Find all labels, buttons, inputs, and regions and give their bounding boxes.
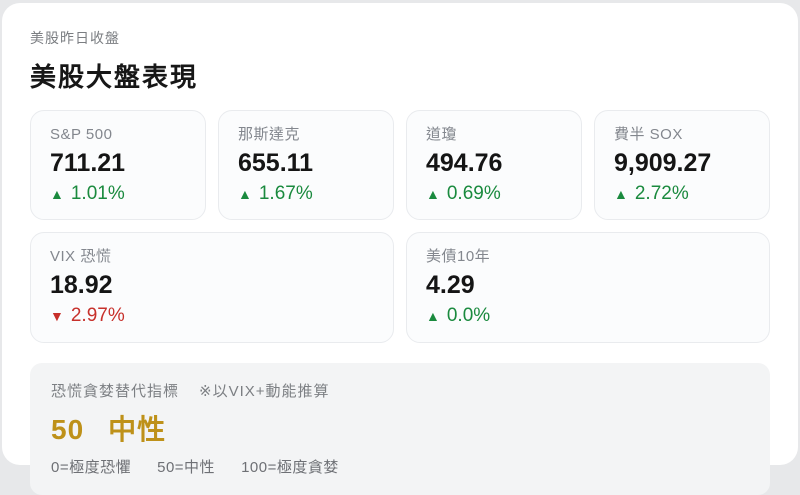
- change-percent: 0.69%: [447, 182, 501, 207]
- page-title: 美股大盤表現: [30, 57, 770, 94]
- up-arrow-icon: ▲: [50, 185, 64, 203]
- metric-label: S&P 500: [50, 125, 186, 145]
- metric-label: 道瓊: [426, 125, 562, 145]
- metric-value: 9,909.27: [614, 148, 750, 179]
- metrics-grid: S&P 500 711.21 ▲ 1.01% 那斯達克 655.11 ▲ 1.6…: [30, 110, 770, 495]
- fear-greed-score-row: 50 中性: [51, 408, 749, 448]
- metric-card-us10y: 美債10年 4.29 ▲ 0.0%: [406, 232, 770, 342]
- metric-change: ▼ 2.97%: [50, 304, 374, 329]
- metric-label: 費半 SOX: [614, 125, 750, 145]
- up-arrow-icon: ▲: [426, 307, 440, 325]
- fear-greed-label: 恐慌貪婪替代指標: [51, 380, 179, 401]
- up-arrow-icon: ▲: [614, 185, 628, 203]
- fear-greed-legend: 0=極度恐懼 50=中性 100=極度貪婪: [51, 456, 749, 477]
- fear-greed-note: ※以VIX+動能推算: [199, 380, 330, 401]
- legend-extreme-fear: 0=極度恐懼: [51, 456, 131, 477]
- fear-greed-score: 50: [51, 414, 84, 446]
- metric-label: VIX 恐慌: [50, 247, 374, 267]
- metric-change: ▲ 0.0%: [426, 304, 750, 329]
- section-eyebrow: 美股昨日收盤: [30, 28, 770, 48]
- metric-value: 655.11: [238, 148, 374, 179]
- change-percent: 2.72%: [635, 182, 689, 207]
- metric-change: ▲ 2.72%: [614, 182, 750, 207]
- metric-card-dow: 道瓊 494.76 ▲ 0.69%: [406, 110, 582, 220]
- metric-card-vix: VIX 恐慌 18.92 ▼ 2.97%: [30, 232, 394, 342]
- metric-value: 711.21: [50, 148, 186, 179]
- fear-greed-status: 中性: [108, 408, 166, 448]
- metric-change: ▲ 1.67%: [238, 182, 374, 207]
- fear-greed-panel: 恐慌貪婪替代指標 ※以VIX+動能推算 50 中性 0=極度恐懼 50=中性 1…: [30, 363, 770, 495]
- fear-greed-header: 恐慌貪婪替代指標 ※以VIX+動能推算: [51, 380, 749, 401]
- change-percent: 0.0%: [447, 304, 490, 329]
- market-overview-panel: 美股昨日收盤 美股大盤表現 S&P 500 711.21 ▲ 1.01% 那斯達…: [2, 3, 798, 465]
- change-percent: 1.01%: [71, 182, 125, 207]
- metric-value: 4.29: [426, 270, 750, 301]
- metric-value: 494.76: [426, 148, 562, 179]
- metric-card-sp500: S&P 500 711.21 ▲ 1.01%: [30, 110, 206, 220]
- down-arrow-icon: ▼: [50, 307, 64, 325]
- up-arrow-icon: ▲: [426, 185, 440, 203]
- legend-neutral: 50=中性: [157, 456, 215, 477]
- up-arrow-icon: ▲: [238, 185, 252, 203]
- metric-card-nasdaq: 那斯達克 655.11 ▲ 1.67%: [218, 110, 394, 220]
- metric-card-sox: 費半 SOX 9,909.27 ▲ 2.72%: [594, 110, 770, 220]
- change-percent: 2.97%: [71, 304, 125, 329]
- metric-change: ▲ 1.01%: [50, 182, 186, 207]
- metric-change: ▲ 0.69%: [426, 182, 562, 207]
- metric-label: 美債10年: [426, 247, 750, 267]
- metric-value: 18.92: [50, 270, 374, 301]
- metric-label: 那斯達克: [238, 125, 374, 145]
- change-percent: 1.67%: [259, 182, 313, 207]
- legend-extreme-greed: 100=極度貪婪: [241, 456, 339, 477]
